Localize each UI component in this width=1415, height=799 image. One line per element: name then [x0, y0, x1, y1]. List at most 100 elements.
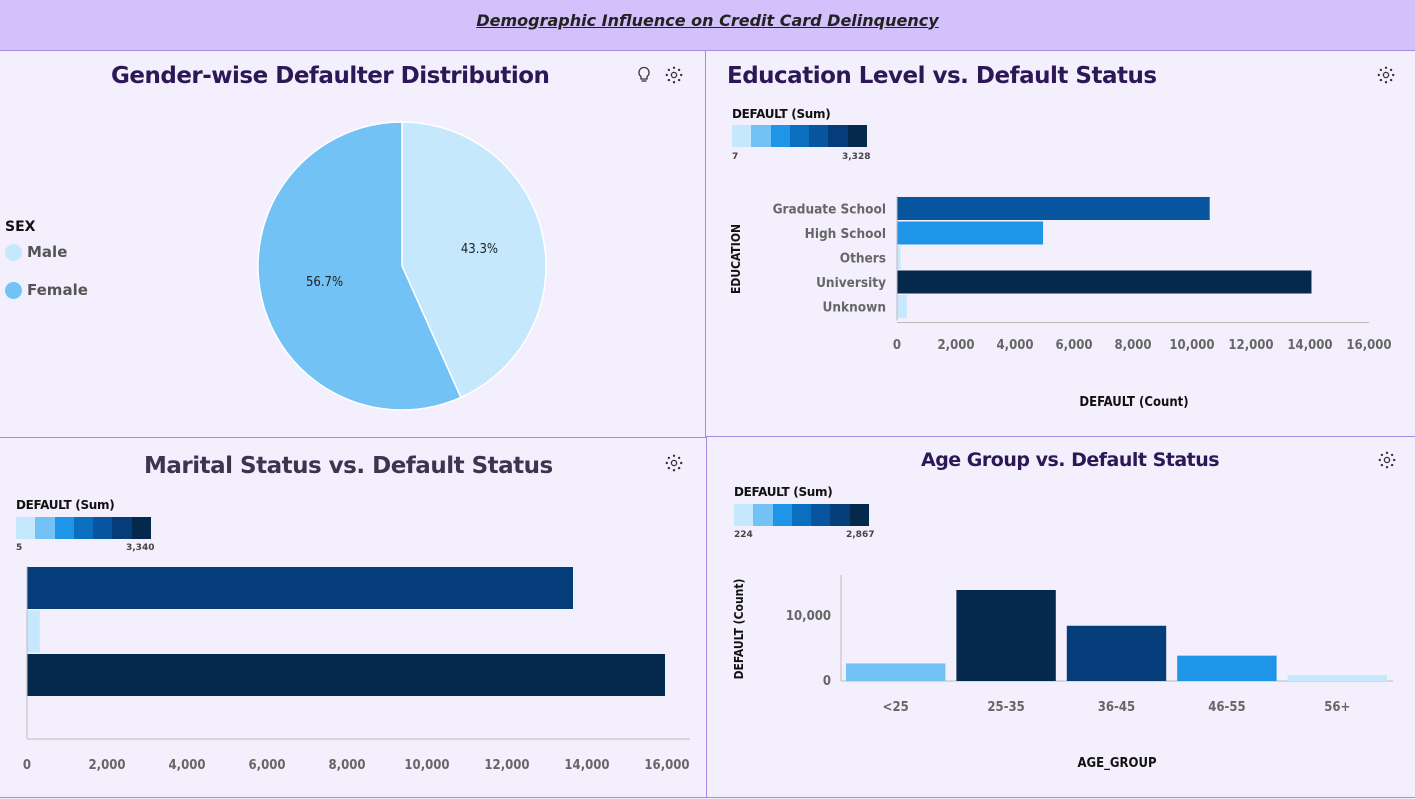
pie-legend-title: SEX	[5, 219, 36, 235]
age-x-tick: 36-45	[1098, 700, 1135, 715]
age-color-min: 224	[734, 530, 753, 540]
age-x-tick: 56+	[1324, 700, 1350, 715]
education-x-tick: 2,000	[938, 338, 975, 353]
age-color-ramp	[734, 504, 870, 526]
education-bar	[897, 197, 1210, 220]
pie-legend-item[interactable]: Male	[5, 243, 67, 261]
ramp-swatch	[791, 504, 812, 526]
education-color-ramp	[732, 125, 868, 147]
pie-legend-item[interactable]: Female	[5, 281, 88, 299]
ramp-swatch	[789, 125, 810, 147]
pie-slice-label: 43.3%	[461, 242, 498, 257]
ramp-swatch	[112, 517, 132, 539]
education-x-tick: 6,000	[1056, 338, 1093, 353]
age-x-tick: 46-55	[1208, 700, 1245, 715]
marital-chart-title: Marital Status vs. Default Status	[144, 453, 553, 479]
age-bar	[1287, 675, 1387, 681]
ramp-swatch	[770, 125, 790, 147]
age-bar-chart: <25 25-35 36-45 46-55 56+ 0 10,000 AGE_GROUP DEF…	[732, 575, 1393, 771]
ramp-swatch	[732, 125, 752, 147]
education-bar	[897, 295, 907, 318]
education-x-tick: 4,000	[997, 338, 1034, 353]
age-bar	[1066, 625, 1167, 681]
marital-x-tick: 0	[23, 758, 31, 773]
education-bar	[897, 270, 1312, 294]
age-x-tick: 25-35	[987, 700, 1024, 715]
ramp-swatch	[73, 517, 94, 539]
age-color-max: 2,867	[846, 530, 875, 540]
marital-x-tick: 16,000	[644, 758, 689, 773]
age-bar	[1177, 655, 1277, 681]
education-category-label: Unknown	[823, 300, 886, 316]
age-y-axis-title: DEFAULT (Count)	[732, 579, 746, 680]
marital-bar	[27, 567, 573, 609]
ramp-swatch	[811, 504, 831, 526]
age-y-tick: 0	[823, 674, 831, 689]
marital-bar	[27, 610, 40, 653]
pie-chart: 43.3% 56.7%	[257, 121, 547, 411]
ramp-swatch	[849, 504, 870, 526]
marital-x-tick: 8,000	[329, 758, 366, 773]
education-y-axis-title: EDUCATION	[729, 224, 743, 294]
marital-color-max: 3,340	[126, 543, 155, 553]
education-x-tick: 10,000	[1169, 338, 1214, 353]
education-category-label: Others	[840, 251, 886, 267]
pie-slice-female	[257, 121, 462, 411]
marital-color-min: 5	[16, 543, 23, 553]
age-x-tick: <25	[883, 700, 909, 715]
settings-icon[interactable]	[1376, 65, 1396, 85]
age-x-axis-title: AGE_GROUP	[1077, 756, 1157, 771]
marital-color-ramp	[16, 517, 152, 539]
settings-icon[interactable]	[664, 65, 684, 85]
marital-color-legend-title: DEFAULT (Sum)	[16, 498, 115, 512]
age-y-tick: 10,000	[786, 609, 831, 624]
marital-x-tick: 4,000	[169, 758, 206, 773]
education-bar	[897, 246, 901, 269]
page-title: Demographic Influence on Credit Card Del…	[476, 10, 939, 30]
marital-x-tick: 12,000	[484, 758, 529, 773]
ramp-swatch	[35, 517, 55, 539]
settings-icon[interactable]	[1377, 450, 1397, 470]
education-category-label: Graduate School	[773, 202, 886, 218]
settings-icon[interactable]	[664, 453, 684, 473]
ramp-swatch	[734, 504, 754, 526]
page-banner: Demographic Influence on Credit Card Del…	[0, 0, 1415, 51]
ramp-swatch	[772, 504, 792, 526]
legend-swatch	[5, 281, 22, 299]
ramp-swatch	[830, 504, 850, 526]
marital-x-tick: 10,000	[404, 758, 449, 773]
ramp-swatch	[751, 125, 771, 147]
ramp-swatch	[16, 517, 36, 539]
ramp-swatch	[131, 517, 152, 539]
education-x-tick: 16,000	[1346, 338, 1391, 353]
age-chart-title: Age Group vs. Default Status	[921, 449, 1220, 471]
legend-label: Female	[27, 281, 88, 299]
ramp-swatch	[93, 517, 113, 539]
marital-x-tick: 14,000	[564, 758, 609, 773]
education-bar	[897, 221, 1044, 245]
age-chart-panel: Age Group vs. Default Status DEFAULT (Su…	[706, 436, 1415, 798]
ramp-swatch	[809, 125, 829, 147]
gender-chart-title: Gender-wise Defaulter Distribution	[111, 63, 550, 89]
education-chart-title: Education Level vs. Default Status	[727, 63, 1157, 89]
education-category-label: University	[816, 275, 886, 291]
age-color-legend-title: DEFAULT (Sum)	[734, 485, 833, 499]
education-category-label: High School	[805, 226, 886, 242]
education-bar-chart: Graduate School High School Others Universi…	[729, 196, 1392, 410]
ramp-swatch	[753, 504, 773, 526]
marital-bar	[27, 654, 665, 696]
legend-label: Male	[27, 243, 68, 261]
pie-slice-label: 56.7%	[306, 275, 343, 290]
marital-x-tick: 2,000	[89, 758, 126, 773]
ramp-swatch	[828, 125, 848, 147]
age-bar	[956, 590, 1056, 681]
marital-chart-panel: Marital Status vs. Default Status DEFAUL…	[0, 437, 707, 798]
marital-x-tick: 6,000	[249, 758, 286, 773]
legend-swatch	[5, 243, 22, 261]
pie-slice-male	[401, 121, 547, 399]
education-color-max: 3,328	[842, 152, 871, 162]
education-x-axis-title: DEFAULT (Count)	[1079, 395, 1188, 410]
lightbulb-icon[interactable]	[634, 65, 654, 85]
education-chart-panel: Education Level vs. Default Status DEFAU…	[705, 51, 1415, 437]
age-bar	[846, 663, 946, 681]
